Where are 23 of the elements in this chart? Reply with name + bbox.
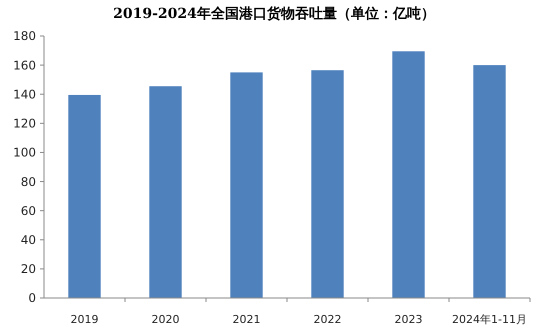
chart-title: 2019-2024年全国港口货物吞吐量（单位：亿吨） <box>113 6 435 22</box>
x-tick-label: 2022 <box>314 313 342 326</box>
y-tick-label: 20 <box>20 262 36 276</box>
bar <box>68 94 101 298</box>
bar <box>149 86 182 298</box>
y-tick-label: 60 <box>20 204 36 218</box>
x-tick-label: 2023 <box>394 313 422 326</box>
y-tick-label: 180 <box>13 29 36 44</box>
bar <box>311 70 344 298</box>
y-tick-label: 80 <box>20 174 36 189</box>
y-tick-label: 140 <box>13 87 36 102</box>
x-tick-label: 2021 <box>232 313 260 326</box>
bar <box>230 72 263 298</box>
x-tick-label: 2024年1-11月 <box>452 313 527 326</box>
bar <box>473 65 506 298</box>
y-tick-label: 40 <box>20 232 36 247</box>
y-tick-label: 160 <box>13 58 36 72</box>
y-tick-label: 100 <box>13 146 36 160</box>
bar <box>392 51 425 298</box>
y-tick-label: 0 <box>28 291 36 306</box>
y-tick-label: 120 <box>13 116 36 131</box>
x-tick-label: 2020 <box>152 313 180 326</box>
x-tick-label: 2019 <box>70 313 98 326</box>
